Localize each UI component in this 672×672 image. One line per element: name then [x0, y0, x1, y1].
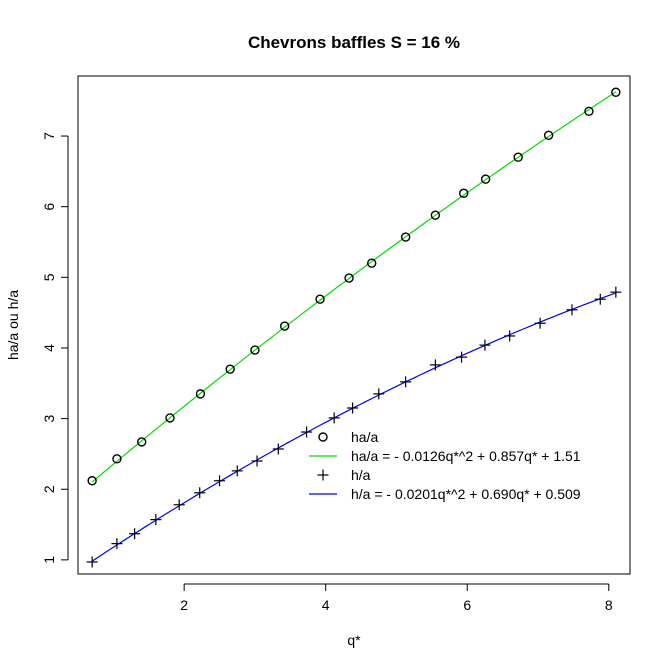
y-tick-label: 6	[41, 203, 57, 211]
series-1-point	[195, 389, 206, 399]
series-2-point	[111, 538, 123, 550]
series-2-point	[129, 528, 141, 540]
series-2-point	[251, 455, 263, 467]
series-2-point	[610, 286, 622, 298]
legend-item-4: h/a = - 0.0201q*^2 + 0.690q* + 0.509	[309, 486, 581, 502]
series-2-point	[86, 556, 98, 568]
series-2-point	[504, 330, 516, 342]
series-2-point	[272, 443, 284, 455]
series-1-point	[165, 413, 175, 423]
y-tick-label: 5	[41, 273, 57, 281]
series-2-point	[328, 412, 340, 424]
fit-line-2	[91, 292, 617, 562]
series-2-point	[301, 426, 313, 438]
series-2-point	[231, 465, 243, 477]
y-tick-label: 1	[41, 556, 57, 564]
series-2-point	[150, 514, 162, 526]
legend-label: ha/a	[351, 429, 378, 445]
series-1-point	[112, 454, 122, 464]
y-tick-label: 3	[41, 414, 57, 422]
series-1-point	[87, 476, 97, 486]
series-2-point	[594, 293, 606, 305]
series-2-point	[429, 359, 441, 371]
x-axis: 2 4 6 8	[180, 583, 613, 613]
legend: ha/a ha/a = - 0.0126q*^2 + 0.857q* + 1.51…	[309, 429, 581, 502]
y-axis: 1 2 3 4 5 6 7	[41, 132, 69, 564]
series-1-point	[611, 87, 621, 97]
series-1-point	[430, 210, 441, 220]
legend-item-1: ha/a	[318, 429, 378, 445]
series-1-point	[225, 364, 235, 374]
series-1-point	[513, 152, 523, 162]
fit-line-1	[91, 91, 617, 483]
legend-item-2: ha/a = - 0.0126q*^2 + 0.857q* + 1.51	[309, 448, 581, 464]
series-1-point	[400, 232, 411, 242]
y-tick-label: 2	[41, 485, 57, 493]
series-1-point	[543, 130, 554, 141]
legend-label: ha/a = - 0.0126q*^2 + 0.857q* + 1.51	[351, 448, 581, 464]
x-tick-label: 8	[605, 597, 613, 613]
series-1-point	[480, 174, 491, 184]
series-2-point	[194, 487, 206, 499]
series-1-point	[250, 345, 260, 355]
legend-circle-symbol	[318, 432, 328, 442]
series-1-point	[584, 106, 594, 117]
plot-frame	[77, 75, 631, 575]
series-2-point	[347, 402, 359, 414]
chart-title: Chevrons baffles S = 16 %	[248, 33, 460, 52]
legend-item-3: h/a	[317, 467, 371, 483]
series-1-point	[136, 437, 147, 447]
series-1-point	[279, 321, 290, 331]
y-axis-label: ha/a ou h/a	[5, 290, 21, 360]
series-2-point	[479, 339, 491, 351]
legend-label: h/a = - 0.0201q*^2 + 0.690q* + 0.509	[351, 486, 581, 502]
legend-label: h/a	[351, 467, 371, 483]
series-2-point	[566, 304, 578, 316]
series-2-point	[373, 388, 385, 400]
data-points	[86, 87, 622, 568]
series-1-point	[458, 188, 469, 198]
series-2-point	[214, 475, 226, 487]
series-2-point	[456, 351, 468, 363]
y-tick-label: 4	[41, 344, 57, 352]
x-tick-label: 4	[322, 597, 330, 613]
series-2-point	[173, 499, 185, 511]
x-axis-label: q*	[347, 632, 361, 648]
series-1-point	[315, 294, 325, 304]
series-1-point	[366, 258, 377, 268]
series-2-point	[534, 317, 546, 329]
x-tick-label: 6	[463, 597, 471, 613]
x-tick-label: 2	[180, 597, 188, 613]
series-1-point	[344, 273, 354, 283]
series-2-point	[400, 376, 412, 388]
y-tick-label: 7	[41, 132, 57, 140]
